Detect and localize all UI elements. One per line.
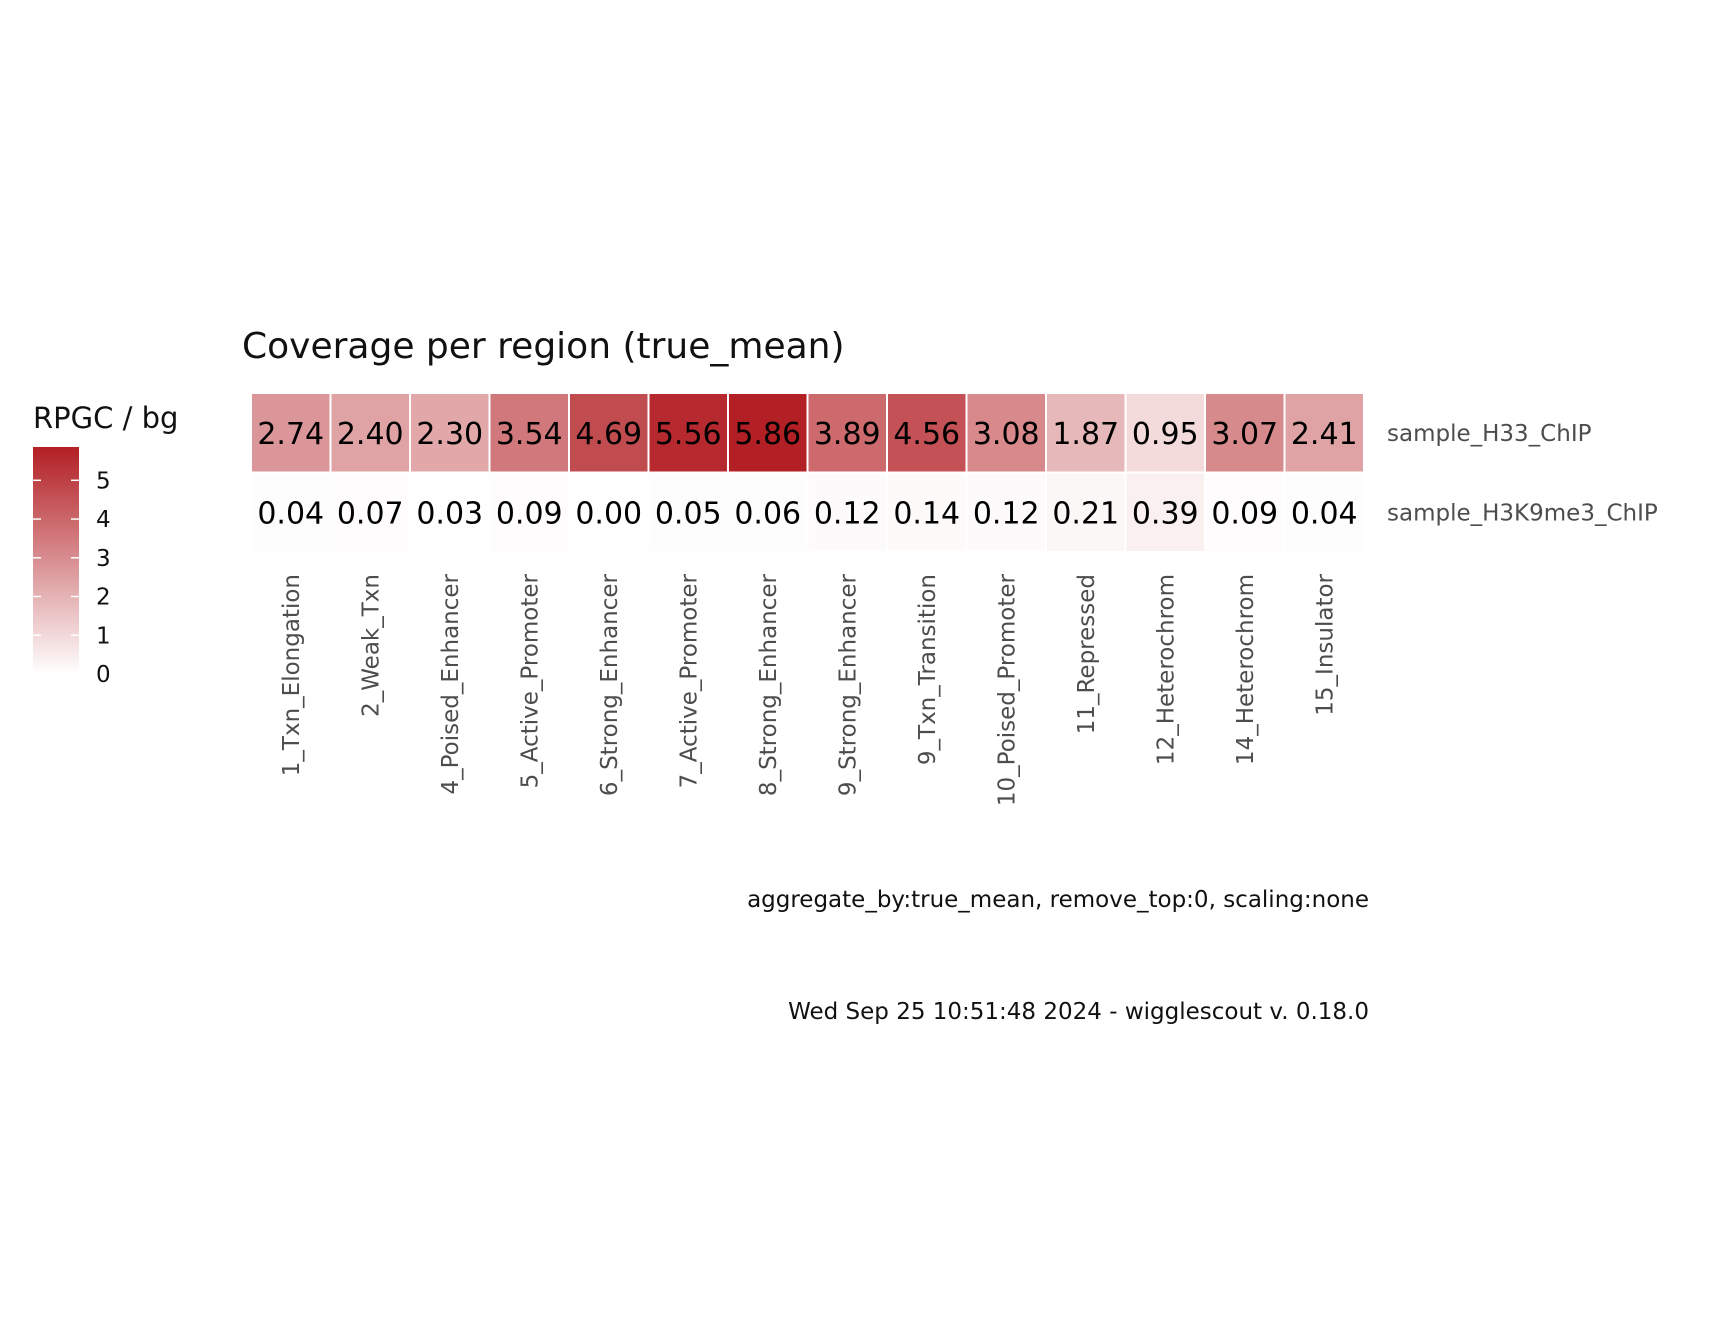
heatmap-cell <box>649 473 727 551</box>
cell-value-label: 0.00 <box>575 496 642 531</box>
cell-value-label: 0.04 <box>1291 496 1358 531</box>
column-label: 7_Active_Promoter <box>676 573 702 788</box>
legend-tick-label: 3 <box>96 546 111 572</box>
column-label: 15_Insulator <box>1312 573 1338 715</box>
row-label: sample_H3K9me3_ChIP <box>1387 500 1658 526</box>
heatmap-cell <box>967 473 1045 551</box>
legend-tick-label: 1 <box>96 623 111 649</box>
heatmap-cell <box>888 473 966 551</box>
column-label: 9_Txn_Transition <box>915 574 941 765</box>
column-label: 2_Weak_Txn <box>358 574 384 717</box>
cell-value-label: 0.12 <box>814 496 881 531</box>
cell-value-label: 0.12 <box>973 496 1040 531</box>
column-label: 9_Strong_Enhancer <box>835 573 861 796</box>
cell-value-label: 2.40 <box>337 417 404 452</box>
cell-value-label: 2.41 <box>1291 417 1358 452</box>
cell-value-label: 0.14 <box>893 496 960 531</box>
heatmap-cell <box>888 394 966 472</box>
heatmap-cell <box>808 394 886 472</box>
heatmap-cell <box>729 473 807 551</box>
legend-title: RPGC / bg <box>33 401 178 435</box>
column-label: 4_Poised_Enhancer <box>438 573 464 794</box>
column-label: 5_Active_Promoter <box>517 573 543 788</box>
cell-value-label: 0.07 <box>337 496 404 531</box>
cell-value-label: 5.86 <box>734 417 801 452</box>
cell-value-label: 0.03 <box>416 496 483 531</box>
heatmap-cell <box>1206 394 1284 472</box>
row-label: sample_H33_ChIP <box>1387 421 1592 447</box>
cell-value-label: 0.05 <box>655 496 722 531</box>
heatmap-cell <box>252 394 330 472</box>
cell-value-label: 0.04 <box>257 496 324 531</box>
cell-value-label: 4.56 <box>893 417 960 452</box>
cell-value-label: 2.74 <box>257 417 324 452</box>
heatmap-cell <box>252 473 330 551</box>
cell-value-label: 3.08 <box>973 417 1040 452</box>
heatmap-cell <box>411 473 489 551</box>
heatmap-cell <box>490 394 568 472</box>
cell-value-label: 0.09 <box>1211 496 1278 531</box>
column-labels: 1_Txn_Elongation 2_Weak_Txn 4_Poised_Enhan… <box>279 573 1339 806</box>
cell-value-label: 2.30 <box>416 417 483 452</box>
cell-value-label: 0.21 <box>1052 496 1119 531</box>
heatmap-cell <box>1047 394 1125 472</box>
heatmap-cell <box>570 394 648 472</box>
heatmap-cell <box>1206 473 1284 551</box>
heatmap-cell <box>411 394 489 472</box>
column-label: 10_Poised_Promoter <box>994 573 1020 806</box>
heatmap-cell <box>1285 394 1363 472</box>
legend-ticks: 0 1 2 3 4 5 <box>33 468 111 688</box>
cell-value-label: 1.87 <box>1052 417 1119 452</box>
heatmap-cell <box>1126 473 1204 551</box>
cell-value-label: 0.39 <box>1132 496 1199 531</box>
column-label: 14_Heterochrom <box>1233 574 1259 765</box>
chart-footer: Wed Sep 25 10:51:48 2024 - wigglescout v… <box>788 999 1369 1025</box>
column-label: 6_Strong_Enhancer <box>597 573 623 796</box>
heatmap-cells: 2.74 2.40 2.30 3.54 4.69 5.56 5.86 3.89 4.56 3.08… <box>252 394 1363 551</box>
legend-tick-label: 0 <box>96 662 111 688</box>
legend-colorbar <box>33 447 79 674</box>
heatmap-cell <box>729 394 807 472</box>
column-label: 12_Heterochrom <box>1153 574 1179 765</box>
cell-value-label: 0.06 <box>734 496 801 531</box>
column-label: 11_Repressed <box>1074 574 1100 734</box>
cell-value-label: 0.95 <box>1132 417 1199 452</box>
column-label: 8_Strong_Enhancer <box>756 573 782 796</box>
heatmap-cell <box>490 473 568 551</box>
heatmap-cell <box>1047 473 1125 551</box>
legend-tick-label: 5 <box>96 468 111 494</box>
row-labels: sample_H33_ChIP sample_H3K9me3_ChIP <box>1387 421 1658 527</box>
chart-caption: aggregate_by:true_mean, remove_top:0, sc… <box>747 887 1369 913</box>
cell-value-label: 4.69 <box>575 417 642 452</box>
heatmap-cell <box>331 394 409 472</box>
heatmap-cell <box>331 473 409 551</box>
heatmap-cell <box>1126 394 1204 472</box>
cell-value-label: 3.07 <box>1211 417 1278 452</box>
cell-value-label: 0.09 <box>496 496 563 531</box>
heatmap-cell <box>808 473 886 551</box>
column-label: 1_Txn_Elongation <box>279 574 305 776</box>
chart-title: Coverage per region (true_mean) <box>242 326 845 367</box>
cell-value-label: 5.56 <box>655 417 722 452</box>
legend-tick-label: 2 <box>96 585 111 611</box>
cell-value-label: 3.54 <box>496 417 563 452</box>
cell-value-label: 3.89 <box>814 417 881 452</box>
heatmap-cell <box>649 394 727 472</box>
heatmap-cell <box>570 473 648 551</box>
heatmap-cell <box>1285 473 1363 551</box>
legend-tick-label: 4 <box>96 507 111 533</box>
heatmap-cell <box>967 394 1045 472</box>
